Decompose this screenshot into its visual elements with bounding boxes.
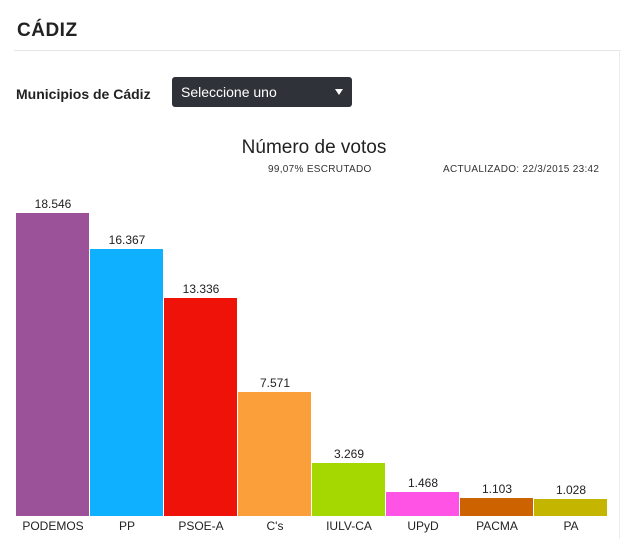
category-label-pa: PA: [563, 519, 578, 533]
municipality-select-value: Seleccione uno: [181, 84, 277, 100]
title-divider: [14, 50, 621, 51]
bar-pp: [90, 249, 163, 516]
bar-podemos: [16, 213, 89, 516]
value-label-upyd: 1.468: [408, 476, 438, 490]
value-label-pa: 1.028: [556, 483, 586, 497]
value-label-pacma: 1.103: [482, 482, 512, 496]
bar-c-s: [238, 392, 311, 516]
scrutinized-percent: 99,07%: [268, 164, 304, 175]
category-label-podemos: PODEMOS: [22, 519, 83, 533]
scrutinized-label: ESCRUTADO: [306, 164, 372, 175]
bar-upyd: [386, 492, 459, 516]
bar-iulv-ca: [312, 463, 385, 516]
category-label-pp: PP: [119, 519, 135, 533]
updated-info: ACTUALIZADO: 22/3/2015 23:42: [443, 164, 599, 175]
category-label-c-s: C's: [267, 519, 284, 533]
category-label-upyd: UPyD: [407, 519, 439, 533]
category-label-iulv-ca: IULV-CA: [326, 519, 372, 533]
updated-label: ACTUALIZADO:: [443, 164, 520, 175]
value-label-podemos: 18.546: [35, 197, 72, 211]
category-label-pacma: PACMA: [476, 519, 518, 533]
value-label-psoe-a: 13.336: [183, 282, 220, 296]
bar-pa: [534, 499, 607, 516]
category-label-psoe-a: PSOE-A: [178, 519, 223, 533]
value-label-pp: 16.367: [109, 233, 146, 247]
municipality-select[interactable]: Seleccione uno: [172, 77, 352, 107]
municipality-filter-label: Municipios de Cádiz: [16, 86, 151, 102]
bar-psoe-a: [164, 298, 237, 516]
panel-border: [619, 50, 620, 539]
updated-timestamp: 22/3/2015 23:42: [522, 164, 600, 175]
page-title: CÁDIZ: [17, 20, 78, 41]
value-label-iulv-ca: 3.269: [334, 447, 364, 461]
chevron-down-icon: [335, 89, 343, 95]
scrutinized-info: 99,07% ESCRUTADO: [268, 164, 372, 175]
bar-pacma: [460, 498, 533, 516]
value-label-c-s: 7.571: [260, 376, 290, 390]
chart-title: Número de votos: [241, 137, 387, 158]
